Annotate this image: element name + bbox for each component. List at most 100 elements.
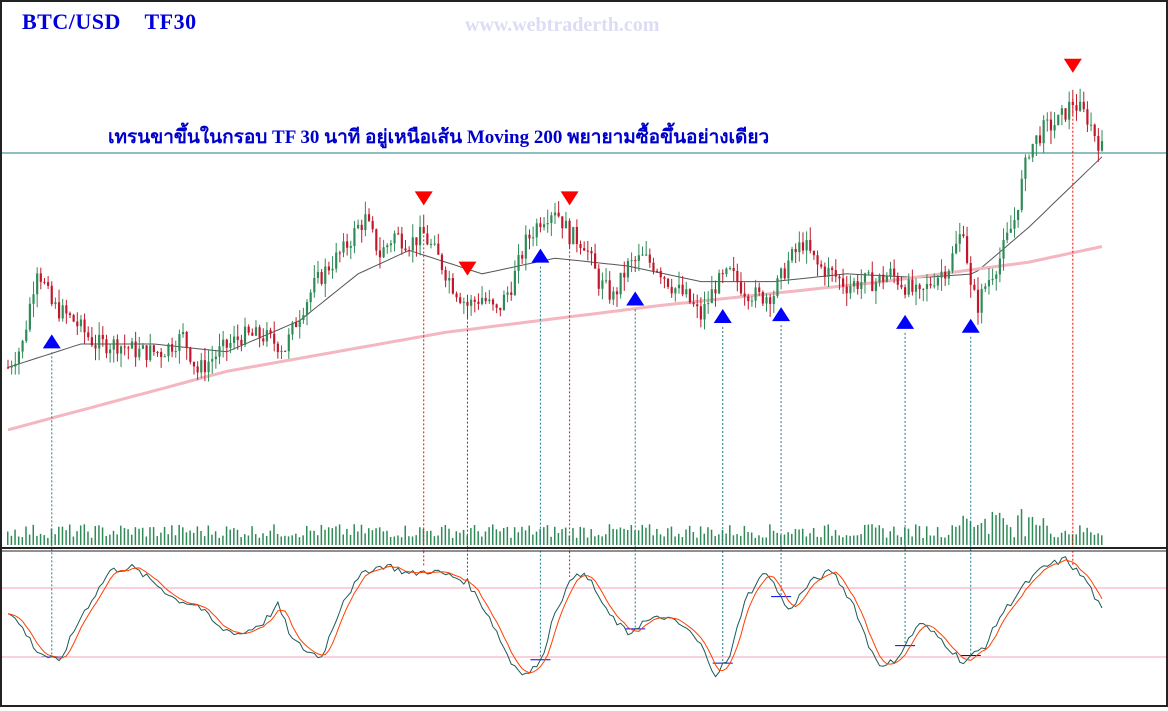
volume-bar	[987, 533, 990, 545]
candle-body	[152, 345, 155, 352]
volume-bar	[845, 535, 848, 545]
volume-bar	[1101, 535, 1103, 545]
volume-bar	[860, 534, 862, 545]
candle-body	[455, 293, 458, 298]
oscillator	[2, 556, 1166, 678]
candle-body	[1042, 120, 1045, 144]
volume-bar	[951, 525, 953, 545]
volume-bar	[805, 536, 808, 545]
candle-body	[356, 224, 360, 229]
volume-bar	[670, 526, 673, 545]
candle-body	[360, 224, 363, 231]
candle-body	[484, 297, 487, 302]
candle-body	[991, 278, 994, 281]
volume-bar	[25, 526, 27, 545]
candle-body	[944, 271, 947, 279]
candle-body	[156, 351, 159, 353]
candle-body	[90, 337, 93, 346]
candle-body	[291, 322, 294, 335]
volume-bar	[225, 526, 228, 545]
candle-body	[750, 300, 754, 302]
oscillator-main-line	[7, 556, 1103, 678]
candle-body	[448, 278, 451, 281]
candle-body	[841, 278, 845, 287]
candle-body	[546, 223, 549, 225]
volume-bar	[393, 536, 396, 545]
annotation-text: เทรนขาขึ้นในกรอบ TF 30 นาที อยู่เหนือเส้…	[108, 127, 770, 148]
candle-body	[160, 352, 163, 358]
candle-body	[408, 250, 411, 252]
volume-bar	[448, 528, 450, 545]
candle-body	[743, 293, 746, 297]
candle-body	[10, 366, 13, 368]
volume-bar	[1090, 532, 1092, 545]
candle-body	[783, 268, 786, 279]
candle-body	[367, 214, 371, 221]
volume-bar	[349, 534, 352, 545]
buy-arrow-icon	[42, 334, 61, 349]
candle-body	[692, 302, 695, 305]
candle-body	[353, 228, 356, 247]
volume-bar	[889, 531, 891, 545]
volume-bar	[371, 530, 374, 545]
candle-body	[550, 215, 553, 224]
candle-body	[1024, 157, 1027, 179]
candle-body	[790, 249, 794, 261]
candle-body	[1017, 209, 1020, 220]
candle-body	[586, 250, 589, 252]
candle-body	[878, 274, 881, 283]
candle-body	[254, 327, 258, 336]
volume-bar	[440, 526, 443, 545]
volume-bar	[324, 529, 326, 545]
candle-body	[809, 240, 812, 251]
volume-bar	[116, 534, 118, 545]
volume-bar	[404, 525, 406, 545]
volume-bar	[419, 527, 421, 545]
candlesticks	[6, 88, 1104, 382]
volume-bar	[721, 529, 724, 545]
candle-body	[794, 249, 797, 253]
volume-bar	[477, 531, 479, 545]
candle-body	[25, 329, 28, 341]
volume-bar	[882, 528, 884, 545]
candle-body	[564, 220, 568, 229]
volume-bar	[320, 524, 323, 545]
candle-body	[189, 347, 192, 362]
candle-body	[240, 339, 243, 345]
volume-bar	[426, 531, 428, 545]
volume-bar	[532, 534, 534, 545]
volume-bar	[338, 524, 341, 545]
volume-bar	[368, 528, 370, 545]
candle-body	[502, 294, 506, 311]
volume-bar	[357, 531, 359, 545]
volume-bar	[816, 536, 819, 545]
volume-bar	[462, 529, 465, 545]
volume-bar	[831, 535, 833, 545]
candle-body	[269, 330, 272, 334]
volume-bar	[218, 537, 221, 545]
volume-bar	[316, 535, 319, 545]
candle-body	[856, 281, 859, 289]
candle-body	[57, 302, 61, 319]
candle-body	[273, 333, 276, 344]
volume-bar	[543, 527, 545, 545]
candle-body	[575, 227, 578, 245]
candle-body	[72, 315, 75, 322]
volume-bar	[681, 537, 684, 545]
candle-body	[415, 237, 418, 246]
candle-body	[287, 334, 290, 352]
candle-body	[882, 274, 885, 282]
candle-body	[681, 284, 684, 295]
volume-bar	[178, 524, 180, 545]
volume-bar	[1049, 533, 1052, 545]
volume-bar	[444, 524, 447, 545]
candle-body	[984, 286, 987, 289]
candle-body	[542, 224, 546, 228]
candle-body	[36, 273, 39, 295]
volume-bar	[240, 537, 242, 545]
candle-body	[831, 267, 834, 271]
volume-bar	[1046, 525, 1048, 545]
volume-bar	[291, 535, 293, 545]
volume-bar	[287, 536, 290, 545]
